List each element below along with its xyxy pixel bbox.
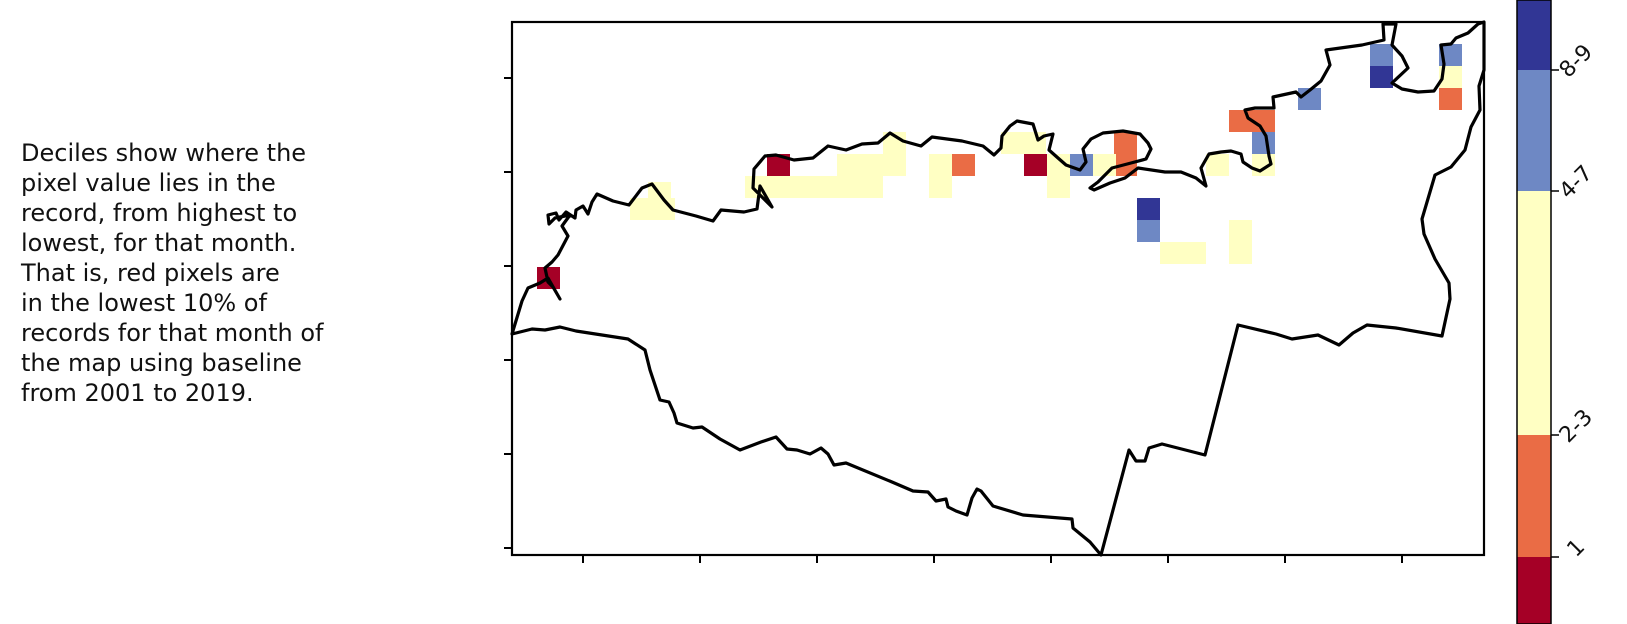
decile-pixel bbox=[767, 154, 790, 176]
colorbar-tick-label: 4-7 bbox=[1555, 161, 1598, 204]
map-frame bbox=[510, 20, 1486, 557]
colorbar-segment bbox=[1517, 0, 1551, 70]
colorbar-tick-label: 8-9 bbox=[1555, 40, 1598, 83]
decile-pixel bbox=[1024, 154, 1047, 176]
decile-pixel bbox=[1370, 66, 1393, 88]
decile-colorbar: 1 2-3 4-7 8-9 bbox=[1516, 0, 1598, 624]
decile-pixel bbox=[1137, 220, 1160, 242]
decile-pixel bbox=[1160, 242, 1206, 264]
decile-pixel bbox=[745, 176, 883, 198]
colorbar-tick-label: 1 bbox=[1563, 535, 1591, 563]
decile-description: Deciles show where the pixel value lies … bbox=[21, 139, 324, 407]
decile-pixel bbox=[1047, 154, 1070, 198]
axis-ticks bbox=[504, 77, 1403, 563]
decile-pixel bbox=[1206, 154, 1229, 176]
region-boundary-outline bbox=[510, 20, 1486, 557]
decile-pixel bbox=[630, 198, 675, 220]
decile-pixel bbox=[1001, 132, 1046, 154]
decile-pixel-layer bbox=[537, 44, 1462, 289]
decile-pixel bbox=[837, 154, 906, 176]
decile-pixel bbox=[929, 154, 952, 198]
decile-pixel bbox=[952, 154, 975, 176]
decile-pixel bbox=[1137, 198, 1160, 220]
colorbar-segment bbox=[1517, 557, 1551, 624]
colorbar-segment bbox=[1517, 435, 1551, 557]
decile-pixel bbox=[1252, 132, 1275, 154]
decile-pixel bbox=[1370, 44, 1393, 66]
decile-pixel bbox=[1229, 220, 1252, 264]
colorbar-segment bbox=[1517, 70, 1551, 191]
decile-pixel bbox=[1093, 154, 1116, 176]
colorbar-outline bbox=[1516, 0, 1552, 624]
decile-pixel bbox=[1114, 132, 1137, 176]
decile-pixel bbox=[1439, 88, 1462, 110]
colorbar-segment bbox=[1517, 191, 1551, 435]
colorbar-tick-label: 2-3 bbox=[1555, 405, 1598, 448]
decile-pixel bbox=[1439, 66, 1462, 88]
decile-pixel bbox=[1070, 154, 1093, 176]
